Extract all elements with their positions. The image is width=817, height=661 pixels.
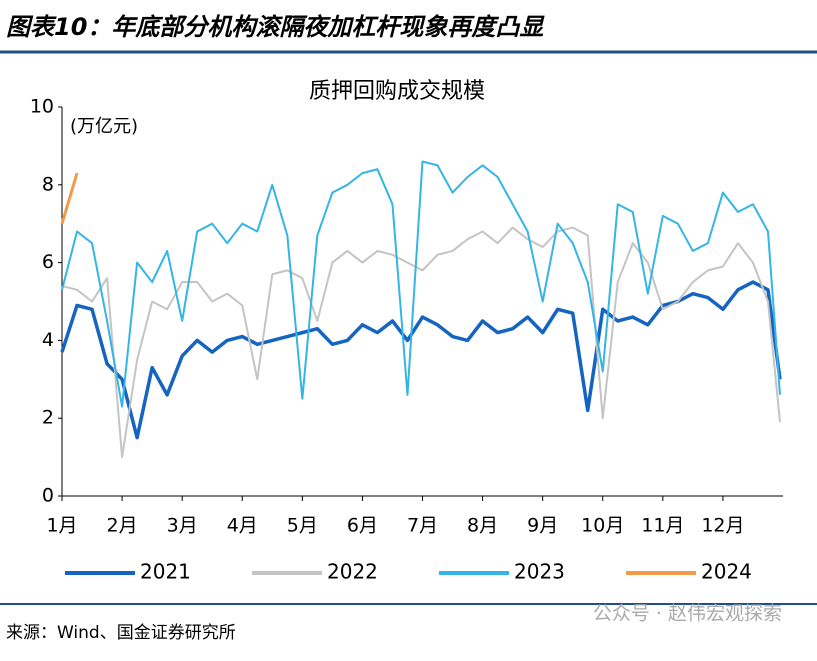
series-line: [61, 226, 781, 459]
x-tick-label: 12月: [701, 515, 744, 537]
source: 来源：Wind、国金证券研究所: [6, 623, 236, 643]
legend-label: 2024: [701, 560, 752, 584]
x-tick-label: 9月: [527, 515, 558, 537]
x-tick-label: 4月: [227, 515, 258, 537]
x-tick-label: 6月: [347, 515, 378, 537]
x-tick-label: 5月: [287, 515, 318, 537]
y-tick-label: 8: [42, 173, 54, 195]
header-title: 图表10：年底部分机构滚隔夜加杠杆现象再度凸显: [6, 13, 545, 41]
x-tick-label: 1月: [46, 515, 77, 537]
y-axis-label: (万亿元): [70, 116, 138, 137]
series-line: [61, 160, 781, 408]
y-tick-label: 10: [30, 96, 54, 118]
y-tick-label: 2: [42, 407, 54, 429]
x-tick-label: 7月: [407, 515, 438, 537]
series-line: [60, 280, 782, 440]
x-tick-label: 8月: [467, 515, 498, 537]
chart-title: 质押回购成交规模: [309, 79, 485, 104]
legend-label: 2022: [327, 560, 378, 584]
y-tick-label: 4: [42, 329, 54, 351]
x-tick-label: 10月: [581, 515, 624, 537]
y-tick-label: 6: [42, 251, 54, 273]
legend-label: 2021: [140, 560, 191, 584]
x-tick-label: 3月: [167, 515, 198, 537]
y-tick-label: 0: [42, 485, 54, 507]
x-tick-label: 11月: [641, 515, 684, 537]
series-line: [60, 172, 79, 225]
watermark: 公众号 · 赵伟宏观探索: [593, 603, 782, 625]
x-tick-label: 2月: [107, 515, 138, 537]
legend-label: 2023: [514, 560, 565, 584]
